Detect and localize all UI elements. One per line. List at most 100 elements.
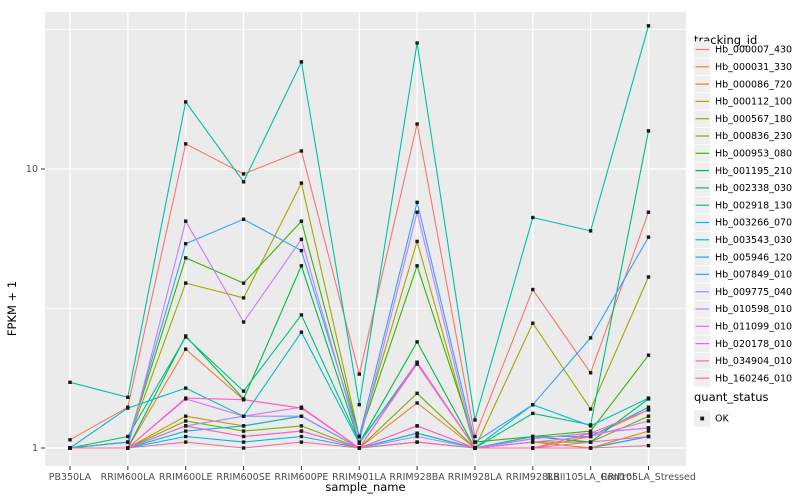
data-point (588, 434, 593, 439)
data-point (299, 248, 304, 253)
data-point (184, 219, 188, 223)
data-point (646, 396, 651, 400)
x-tick-label: RRIM600PE (274, 472, 328, 483)
data-point (299, 264, 304, 268)
data-point (357, 372, 361, 376)
data-point (357, 434, 361, 439)
data-point (184, 386, 188, 390)
legend-label: Hb_000031_330 (715, 62, 792, 73)
data-point (184, 440, 188, 444)
data-point (126, 406, 130, 410)
legend-label: Hb_000112_100 (715, 97, 792, 108)
data-point (473, 440, 477, 444)
data-point (646, 443, 651, 448)
data-point (415, 440, 419, 444)
x-tick-label: RRIM901LA (332, 472, 387, 483)
legend-label: Hb_003543_030 (715, 235, 792, 246)
plot-panel (45, 12, 686, 466)
data-point (415, 434, 419, 439)
legend-label: Hb_000007_430 (715, 45, 792, 56)
data-point (588, 371, 593, 375)
data-point (184, 429, 188, 433)
data-point (241, 446, 246, 450)
x-tick-label: RRIM600LA (101, 472, 156, 483)
x-tick-label: RRIM928LB (506, 472, 560, 483)
data-point (184, 434, 188, 439)
data-point (184, 424, 188, 428)
legend-label: Hb_034904_010 (715, 356, 792, 367)
data-point (588, 229, 593, 233)
data-point (357, 446, 361, 450)
x-tick-label: RRII105LA_Stressed (601, 472, 696, 483)
data-point (299, 149, 304, 153)
legend-label: Hb_000567_180 (715, 114, 792, 125)
data-point (415, 200, 419, 204)
data-point (241, 180, 246, 184)
data-point (68, 446, 72, 450)
data-point (299, 181, 304, 185)
data-point (415, 122, 419, 126)
data-point (415, 264, 419, 268)
data-point (588, 431, 593, 435)
data-point (299, 424, 304, 428)
y-tick-label: 1 (32, 443, 38, 454)
x-tick-label: RRIM600SE (216, 472, 270, 483)
y-tick-label: 10 (26, 164, 38, 175)
x-axis-title: sample_name (325, 480, 405, 494)
data-point (241, 172, 246, 176)
data-point (588, 336, 593, 340)
data-point (646, 408, 651, 412)
data-point (184, 256, 188, 260)
legend-label: Hb_160246_010 (715, 373, 792, 384)
data-point (473, 418, 477, 422)
data-point (588, 424, 593, 428)
legend-label: Hb_002338_030 (715, 183, 792, 194)
y-axis-title: FPKM + 1 (5, 281, 19, 336)
data-point (184, 414, 188, 418)
data-point (184, 419, 188, 423)
data-point (415, 424, 419, 428)
data-point (646, 210, 651, 214)
data-point (646, 129, 651, 133)
data-point (126, 446, 130, 450)
data-point (241, 389, 246, 393)
data-point (184, 142, 188, 146)
x-tick-label: RRIM928LA (448, 472, 503, 483)
data-point (299, 414, 304, 418)
data-point (184, 347, 188, 351)
legend-label: Hb_001195_210 (715, 166, 792, 177)
legend-label: Hb_000086_720 (715, 79, 792, 90)
data-point (126, 395, 130, 399)
data-point (241, 434, 246, 439)
data-point (241, 424, 246, 428)
legend-label: Hb_005946_120 (715, 252, 792, 263)
data-point (531, 434, 535, 439)
legend-label: Hb_020178_010 (715, 339, 792, 350)
data-point (184, 100, 188, 104)
data-point (646, 419, 651, 423)
data-point (126, 440, 130, 444)
data-point (299, 440, 304, 444)
data-point (241, 217, 246, 221)
data-point (126, 434, 130, 439)
x-tick-label: PB350LA (49, 472, 92, 483)
data-point (299, 219, 304, 223)
data-point (68, 380, 72, 384)
data-point (241, 429, 246, 433)
data-point (241, 281, 246, 285)
data-point (241, 398, 246, 402)
legend-label: Hb_007849_010 (715, 270, 792, 281)
data-point (531, 440, 535, 444)
data-point (415, 391, 419, 395)
data-point (415, 239, 419, 244)
data-point (588, 440, 593, 444)
data-point (184, 281, 188, 285)
x-tick-label: RRIM928BA (389, 472, 445, 483)
data-point (184, 396, 188, 400)
data-point (184, 242, 188, 246)
data-point (531, 321, 535, 325)
data-point (299, 60, 304, 64)
legend-label: Hb_000836_230 (715, 131, 792, 142)
